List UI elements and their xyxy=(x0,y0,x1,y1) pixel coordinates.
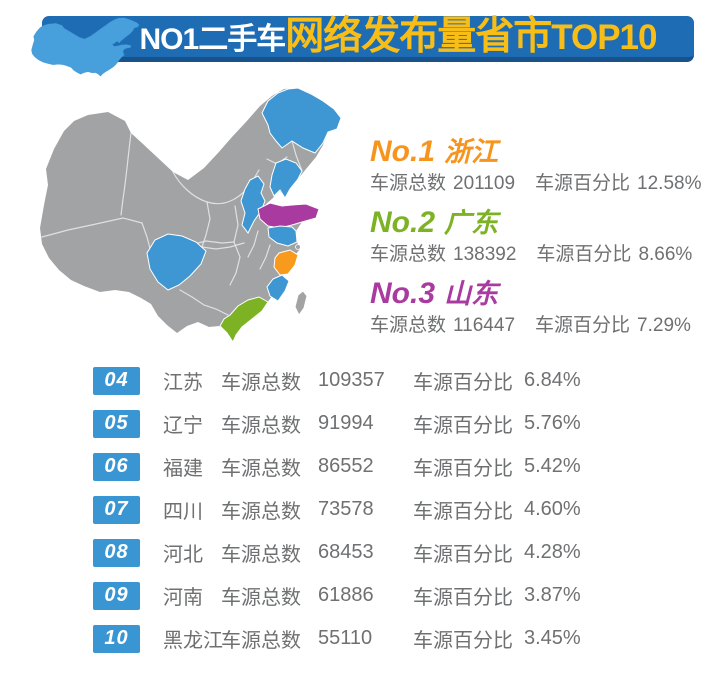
top3-heading: No.3 山东 xyxy=(370,276,700,312)
total-label: 车源总数 xyxy=(221,458,301,480)
china-map xyxy=(40,87,342,344)
ranking-row: 07 四川 车源总数 73578 车源百分比 4.60% xyxy=(93,495,693,524)
total-value: 138392 xyxy=(453,244,517,265)
total-value: 86552 xyxy=(318,455,374,477)
pct-label: 车源百分比 xyxy=(413,415,513,437)
rank-badge: 09 xyxy=(93,581,140,610)
shanghai-dot xyxy=(295,244,301,250)
pct-label: 车源百分比 xyxy=(535,173,631,194)
ranking-row: 06 福建 车源总数 86552 车源百分比 5.42% xyxy=(93,452,693,481)
top3-rank-label: No.1 xyxy=(370,135,436,168)
rank-badge: 06 xyxy=(93,452,140,481)
total-value: 73578 xyxy=(318,498,374,520)
top3-list: No.1 浙江 车源总数 201109 车源百分比 12.58% No.2 广东 车源总数… xyxy=(370,134,702,347)
province-sichuan xyxy=(146,233,207,291)
china-map-base xyxy=(40,88,341,341)
ranking-list: 04 江苏 车源总数 109357 车源百分比 6.84% 05 辽宁 车源总数… xyxy=(93,366,693,667)
total-value: 55110 xyxy=(318,627,373,649)
top3-item: No.2 广东 车源总数 138392 车源百分比 8.66% xyxy=(370,205,700,267)
province-liaoning xyxy=(269,158,303,199)
province-shandong xyxy=(257,202,320,229)
rank-badge: 05 xyxy=(93,409,140,438)
pct-label: 车源百分比 xyxy=(413,630,513,652)
pct-label: 车源百分比 xyxy=(413,587,513,609)
island-taiwan xyxy=(294,290,308,316)
pct-label: 车源百分比 xyxy=(413,458,513,480)
total-value: 109357 xyxy=(318,369,385,391)
province-zhejiang xyxy=(273,249,299,276)
top3-province: 广东 xyxy=(444,208,499,238)
total-label: 车源总数 xyxy=(221,587,301,609)
total-label: 车源总数 xyxy=(221,372,301,394)
pct-label: 车源百分比 xyxy=(413,372,513,394)
province-jiangsu xyxy=(267,225,298,247)
total-label: 车源总数 xyxy=(221,501,301,523)
title-white: 二手车 xyxy=(198,23,286,56)
total-value: 61886 xyxy=(318,584,374,606)
total-label: 车源总数 xyxy=(370,244,447,265)
mini-map-shape xyxy=(31,17,140,77)
row-province: 福建 xyxy=(163,458,203,480)
title-top10: TOP10 xyxy=(551,18,657,57)
ranking-row: 09 河南 车源总数 61886 车源百分比 3.87% xyxy=(93,581,693,610)
top3-rank-label: No.3 xyxy=(370,277,436,310)
pct-value: 3.45% xyxy=(524,627,581,649)
top3-item: No.1 浙江 车源总数 201109 车源百分比 12.58% xyxy=(370,134,702,196)
top3-province: 浙江 xyxy=(444,137,499,167)
ranking-row: 04 江苏 车源总数 109357 车源百分比 6.84% xyxy=(93,366,693,395)
row-province: 辽宁 xyxy=(163,415,203,437)
pct-value: 8.66% xyxy=(638,244,693,265)
top3-province: 山东 xyxy=(444,279,499,309)
total-value: 201109 xyxy=(453,173,516,194)
row-province: 河北 xyxy=(163,544,203,566)
top3-heading: No.2 广东 xyxy=(370,205,700,241)
total-label: 车源总数 xyxy=(221,415,301,437)
pct-value: 12.58% xyxy=(637,173,702,194)
pct-label: 车源百分比 xyxy=(535,315,631,336)
ranking-row: 05 辽宁 车源总数 91994 车源百分比 5.76% xyxy=(93,409,693,438)
row-province: 四川 xyxy=(163,501,203,523)
ranking-row: 10 黑龙江 车源总数 55110 车源百分比 3.45% xyxy=(93,624,693,653)
top3-stats: 车源总数 116447 车源百分比 7.29% xyxy=(370,314,700,338)
row-province: 河南 xyxy=(163,587,203,609)
rank-badge: 07 xyxy=(93,495,140,524)
total-label: 车源总数 xyxy=(221,544,301,566)
pct-label: 车源百分比 xyxy=(536,244,632,265)
pct-value: 4.60% xyxy=(524,498,581,520)
pct-label: 车源百分比 xyxy=(413,544,513,566)
total-label: 车源总数 xyxy=(370,315,447,336)
china-mini-map-icon xyxy=(31,17,140,77)
pct-value: 6.84% xyxy=(524,369,581,391)
row-province: 黑龙江 xyxy=(163,630,223,652)
pct-value: 3.87% xyxy=(524,584,581,606)
total-value: 91994 xyxy=(318,412,374,434)
total-value: 116447 xyxy=(453,315,516,336)
total-value: 68453 xyxy=(318,541,374,563)
province-fujian xyxy=(266,274,290,302)
rank-badge: 10 xyxy=(93,624,140,653)
top3-item: No.3 山东 车源总数 116447 车源百分比 7.29% xyxy=(370,276,700,338)
province-hebei xyxy=(240,175,266,234)
top3-stats: 车源总数 138392 车源百分比 8.66% xyxy=(370,243,700,267)
province-heilongjiang xyxy=(261,87,342,154)
total-label: 车源总数 xyxy=(221,630,301,652)
title-prefix: NO1 xyxy=(139,23,200,56)
total-label: 车源总数 xyxy=(370,173,447,194)
pct-value: 5.42% xyxy=(524,455,581,477)
pct-label: 车源百分比 xyxy=(413,501,513,523)
pct-value: 7.29% xyxy=(637,315,691,336)
pct-value: 4.28% xyxy=(524,541,581,563)
pct-value: 5.76% xyxy=(524,412,581,434)
top3-stats: 车源总数 201109 车源百分比 12.58% xyxy=(370,172,702,196)
top3-rank-label: No.2 xyxy=(370,206,436,239)
title-yellow: 网络发布量省市 xyxy=(285,15,552,58)
row-province: 江苏 xyxy=(163,372,203,394)
header-banner: NO1 二手车 网络发布量省市 TOP10 xyxy=(42,16,694,62)
ranking-row: 08 河北 车源总数 68453 车源百分比 4.28% xyxy=(93,538,693,567)
province-guangdong xyxy=(219,296,269,344)
rank-badge: 04 xyxy=(93,366,140,395)
province-borders xyxy=(41,132,303,316)
top3-heading: No.1 浙江 xyxy=(370,134,700,170)
rank-badge: 08 xyxy=(93,538,140,567)
